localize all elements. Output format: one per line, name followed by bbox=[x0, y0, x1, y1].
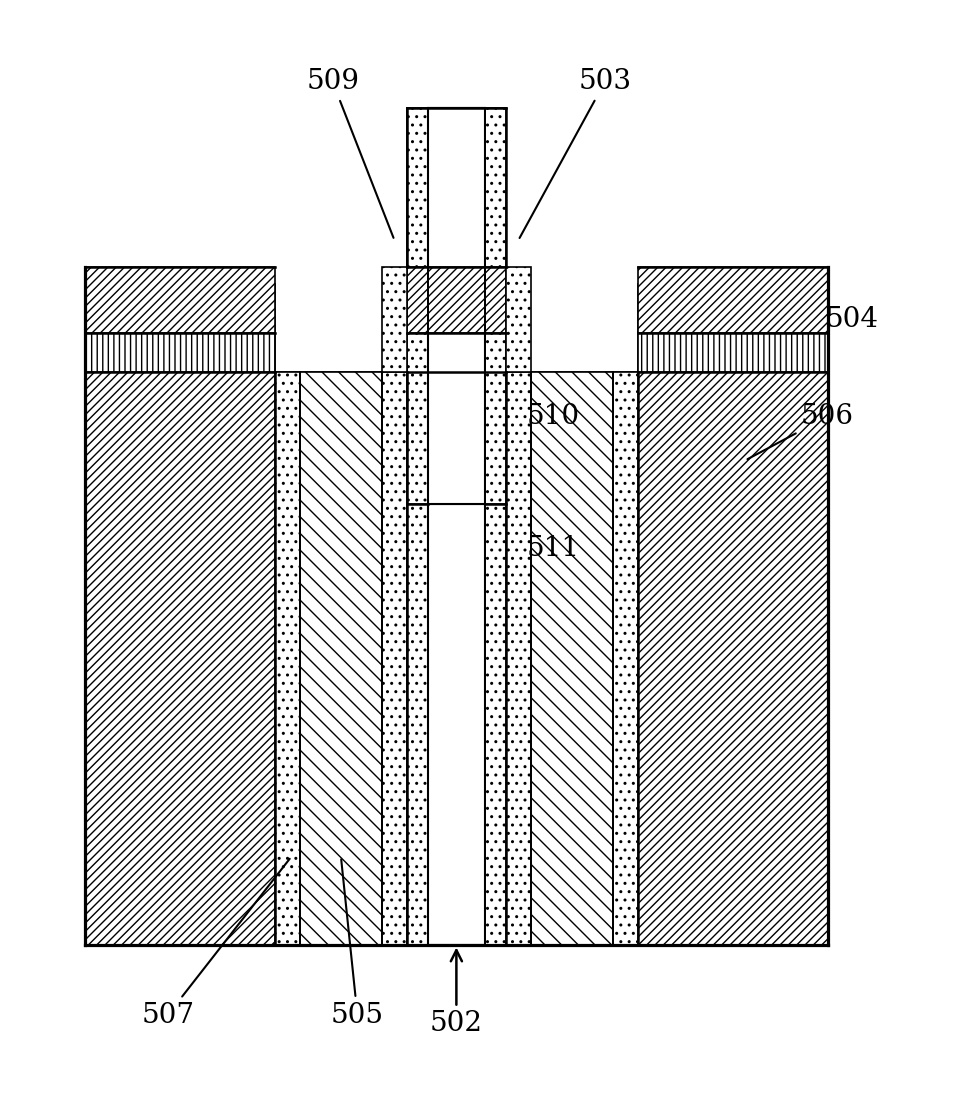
Bar bbox=[638, 267, 826, 332]
Bar bbox=[407, 109, 505, 945]
Bar bbox=[382, 373, 407, 945]
Bar bbox=[505, 373, 638, 945]
Bar bbox=[407, 505, 427, 945]
Text: 507: 507 bbox=[141, 859, 290, 1029]
Bar bbox=[299, 373, 382, 945]
Bar bbox=[530, 373, 613, 945]
Bar bbox=[85, 373, 826, 945]
Bar bbox=[85, 267, 274, 332]
Bar bbox=[505, 267, 530, 373]
Bar bbox=[382, 267, 407, 373]
Bar bbox=[274, 373, 407, 945]
Text: 505: 505 bbox=[331, 859, 383, 1029]
Bar bbox=[427, 505, 485, 945]
Text: 509: 509 bbox=[306, 68, 393, 238]
Text: 510: 510 bbox=[526, 403, 579, 430]
Bar bbox=[407, 109, 505, 945]
Text: 503: 503 bbox=[519, 68, 631, 238]
Bar bbox=[427, 109, 485, 505]
Bar bbox=[407, 267, 505, 332]
Text: 504: 504 bbox=[788, 306, 878, 352]
Bar bbox=[407, 109, 427, 505]
Bar bbox=[638, 284, 826, 373]
Text: 502: 502 bbox=[430, 950, 482, 1038]
Bar bbox=[407, 109, 427, 945]
Bar bbox=[85, 284, 274, 373]
Bar bbox=[485, 109, 505, 505]
Bar bbox=[638, 332, 826, 373]
Text: 511: 511 bbox=[526, 535, 579, 562]
Bar bbox=[485, 505, 505, 945]
Bar bbox=[85, 332, 274, 373]
Bar bbox=[613, 373, 638, 945]
Bar bbox=[427, 109, 485, 945]
Bar bbox=[505, 373, 530, 945]
Bar bbox=[485, 109, 505, 945]
Bar bbox=[407, 284, 505, 373]
Text: 506: 506 bbox=[747, 403, 853, 460]
Bar bbox=[274, 373, 299, 945]
